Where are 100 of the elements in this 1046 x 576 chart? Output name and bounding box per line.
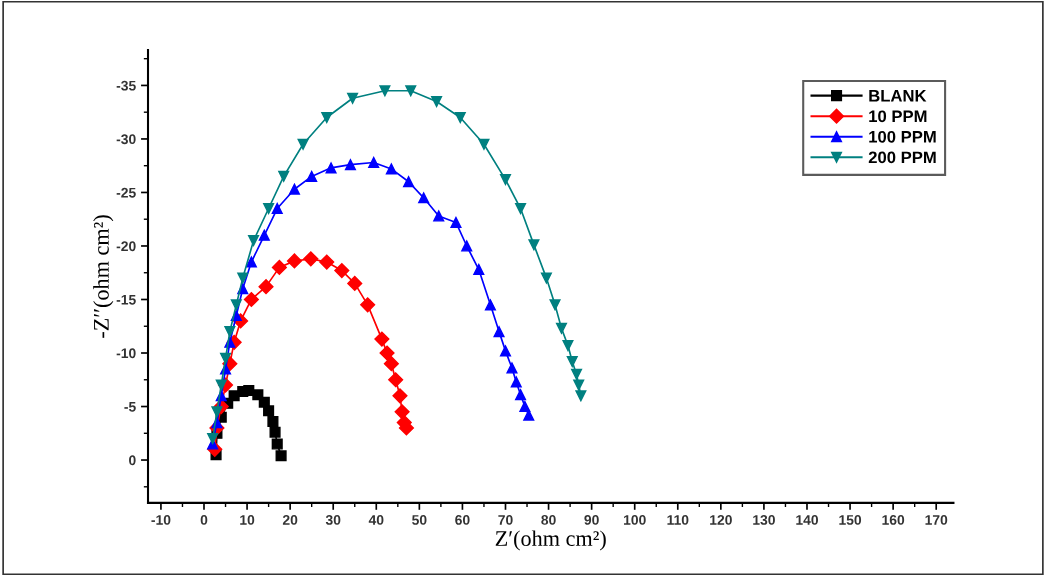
point — [230, 299, 242, 311]
point — [269, 426, 281, 438]
y-tick-label: -25 — [116, 187, 136, 198]
point — [454, 111, 466, 124]
point — [566, 356, 578, 368]
point — [321, 111, 333, 124]
point — [334, 263, 350, 279]
x-tick-label: 170 — [925, 515, 948, 525]
point — [258, 229, 270, 241]
point — [288, 183, 301, 195]
y-axis-title: -Z′′(ohm cm²) — [93, 215, 114, 338]
point — [374, 331, 390, 347]
x-tick-label: 0 — [200, 515, 208, 525]
point — [450, 216, 462, 228]
x-tick-label: 100 — [624, 515, 646, 525]
point — [347, 92, 359, 104]
point — [506, 362, 518, 374]
point — [263, 202, 275, 215]
y-tick-label: -10 — [116, 348, 136, 359]
point — [368, 156, 380, 169]
point — [523, 409, 535, 421]
point — [519, 400, 531, 413]
x-tick-label: 150 — [839, 515, 862, 525]
point — [549, 299, 561, 311]
point — [528, 239, 540, 251]
point — [493, 326, 505, 338]
point — [575, 390, 587, 402]
point — [360, 297, 376, 313]
point — [303, 251, 319, 267]
point — [433, 210, 445, 222]
point — [405, 85, 417, 97]
x-tick-label: 30 — [325, 515, 341, 525]
point — [247, 235, 260, 247]
legend-label: 100 PPM — [869, 130, 936, 143]
point — [278, 170, 290, 182]
point — [573, 379, 585, 391]
x-tick-label: 60 — [455, 515, 470, 525]
x-tick-label: 160 — [882, 515, 905, 525]
point — [347, 275, 363, 292]
x-tick-label: 130 — [753, 515, 775, 525]
point — [211, 406, 223, 418]
point — [219, 352, 232, 364]
point — [510, 376, 522, 388]
point — [267, 415, 279, 428]
point — [271, 438, 283, 450]
x-tick-label: 70 — [498, 515, 513, 525]
point — [224, 326, 236, 338]
point — [306, 170, 318, 182]
legend-label: 200 PPM — [868, 151, 936, 164]
point — [403, 176, 415, 188]
y-tick-label: 0 — [129, 455, 136, 466]
point — [263, 405, 275, 417]
point — [319, 254, 335, 270]
x-tick-label: -10 — [151, 515, 171, 525]
point — [394, 404, 410, 420]
point — [562, 339, 574, 352]
point — [297, 138, 309, 150]
y-tick-label: -35 — [116, 80, 136, 91]
x-tick-label: 10 — [240, 515, 255, 525]
point — [207, 433, 219, 445]
x-tick-label: 90 — [584, 515, 599, 525]
point — [388, 372, 404, 388]
point — [515, 202, 527, 215]
point — [271, 202, 283, 215]
x-tick-label: 110 — [667, 515, 689, 525]
point — [540, 272, 552, 284]
point — [258, 279, 274, 295]
x-tick-label: 140 — [796, 515, 819, 525]
point — [484, 299, 496, 311]
legend-label: 10 PPM — [869, 110, 927, 123]
point — [344, 159, 356, 171]
point — [418, 192, 430, 204]
point — [431, 95, 443, 108]
x-tick-label: 40 — [368, 515, 384, 525]
point — [271, 259, 287, 275]
point — [555, 322, 568, 334]
point — [571, 368, 583, 380]
point — [243, 291, 259, 308]
point — [461, 240, 473, 252]
x-tick-label: 50 — [412, 515, 427, 525]
point — [478, 138, 490, 150]
point — [245, 256, 257, 268]
point — [379, 345, 395, 361]
point — [385, 163, 397, 175]
x-tick-label: 80 — [541, 515, 556, 525]
point — [473, 263, 485, 276]
point — [499, 345, 512, 357]
y-tick-label: -20 — [116, 241, 136, 252]
x-tick-label: 20 — [282, 515, 298, 525]
y-tick-label: -30 — [116, 134, 136, 145]
point — [286, 253, 303, 269]
legend-label: BLANK — [869, 90, 927, 102]
y-tick-label: -5 — [124, 402, 136, 412]
point — [325, 162, 337, 174]
point — [392, 388, 408, 404]
point — [379, 85, 391, 97]
point — [515, 389, 527, 401]
point — [275, 450, 287, 462]
point — [383, 356, 399, 372]
x-tick-label: 120 — [710, 515, 732, 525]
